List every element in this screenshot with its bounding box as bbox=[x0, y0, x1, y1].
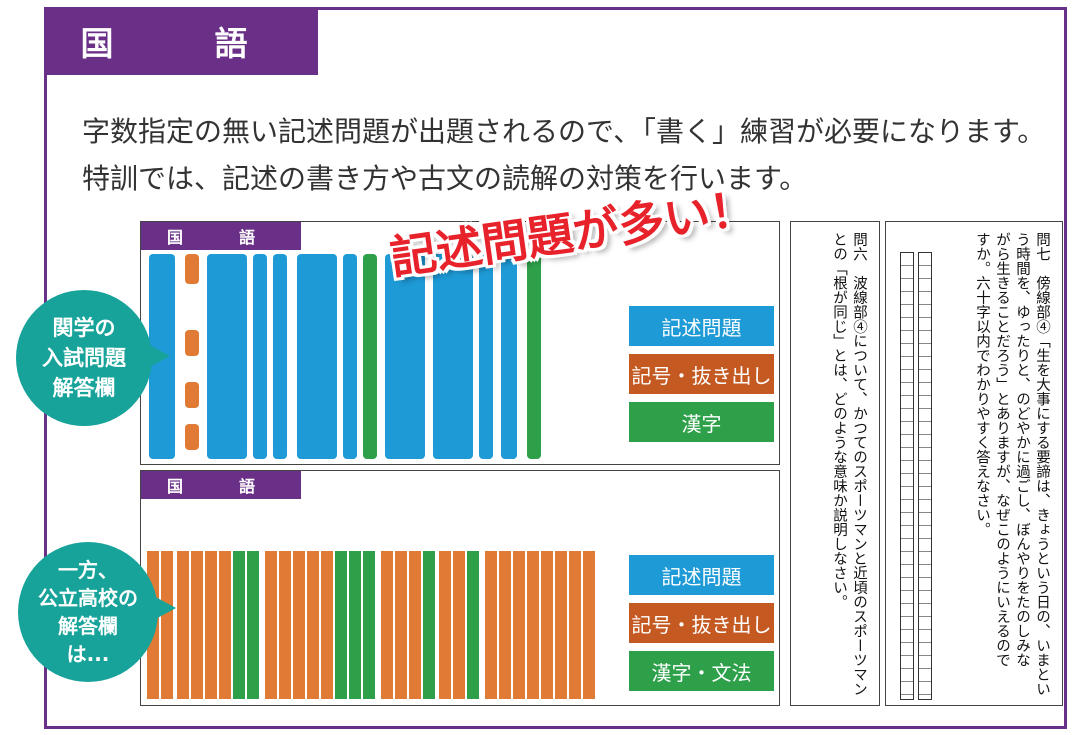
answer-column bbox=[233, 551, 245, 699]
kangaku-callout-text: 関学の 入試問題 解答欄 bbox=[42, 316, 126, 400]
answer-column bbox=[385, 254, 425, 459]
answer-column bbox=[569, 551, 581, 699]
answer-column bbox=[273, 254, 287, 459]
answer-column bbox=[363, 254, 377, 459]
answer-column bbox=[527, 254, 541, 459]
answer-column bbox=[555, 551, 567, 699]
answer-column bbox=[485, 551, 497, 699]
answer-column bbox=[185, 254, 199, 284]
answer-column bbox=[513, 551, 525, 699]
sheet-top-tab: 国 語 bbox=[141, 222, 301, 250]
answer-column bbox=[541, 551, 553, 699]
answer-column bbox=[307, 551, 319, 699]
answer-column bbox=[499, 551, 511, 699]
question-7-text: 問七 傍線部④「生を大事にする要諦は、きょうという日の、いまとい う時間を、ゆっ… bbox=[974, 232, 1050, 696]
answer-column bbox=[219, 551, 231, 699]
kangaku-answer-sheet: 国 語 記述問題 記号・抜き出し 漢字 bbox=[140, 221, 780, 465]
sheet-bottom-tab: 国 語 bbox=[141, 471, 301, 499]
answer-column bbox=[343, 254, 357, 459]
public-answer-sheet: 国 語 記述問題 記号・抜き出し 漢字・文法 bbox=[140, 470, 780, 706]
subject-title: 国 語 bbox=[44, 7, 318, 75]
answer-column bbox=[279, 551, 291, 699]
answer-column bbox=[433, 254, 473, 459]
answer-column bbox=[161, 551, 173, 699]
answer-column bbox=[335, 551, 347, 699]
answer-column bbox=[247, 551, 259, 699]
answer-column bbox=[439, 551, 451, 699]
legend-descriptive: 記述問題 bbox=[629, 306, 774, 346]
answer-column bbox=[453, 551, 465, 699]
legend-symbol-extract: 記号・抜き出し bbox=[629, 603, 774, 643]
answer-column bbox=[177, 551, 189, 699]
answer-column bbox=[185, 424, 199, 450]
answer-column bbox=[409, 551, 421, 699]
answer-column bbox=[321, 551, 333, 699]
answer-column bbox=[423, 551, 435, 699]
answer-grid-column bbox=[918, 252, 932, 700]
public-school-callout: 一方、 公立高校の 解答欄 は... bbox=[18, 542, 176, 682]
callout-tail bbox=[150, 594, 176, 622]
answer-column bbox=[297, 254, 337, 459]
question-7-paper: 問七 傍線部④「生を大事にする要諦は、きょうという日の、いまとい う時間を、ゆっ… bbox=[885, 221, 1063, 706]
callout-tail bbox=[144, 342, 170, 370]
answer-column bbox=[265, 551, 277, 699]
legend-kanji: 漢字 bbox=[629, 402, 774, 442]
answer-column bbox=[185, 330, 199, 356]
answer-column bbox=[381, 551, 393, 699]
answer-column bbox=[467, 551, 479, 699]
answer-column bbox=[185, 382, 199, 408]
legend-kanji-grammar: 漢字・文法 bbox=[629, 651, 774, 691]
answer-column bbox=[501, 254, 517, 459]
answer-column bbox=[363, 551, 375, 699]
answer-column bbox=[205, 551, 217, 699]
legend-descriptive: 記述問題 bbox=[629, 555, 774, 595]
intro-line-2: 特訓では、記述の書き方や古文の読解の対策を行います。 bbox=[82, 162, 808, 195]
legend-symbol-extract: 記号・抜き出し bbox=[629, 354, 774, 394]
answer-column bbox=[253, 254, 267, 459]
answer-column bbox=[349, 551, 361, 699]
answer-column bbox=[583, 551, 595, 699]
answer-column bbox=[207, 254, 247, 459]
answer-column bbox=[395, 551, 407, 699]
intro-line-1: 字数指定の無い記述問題が出題されるので､「書く」練習が必要になります。 bbox=[82, 115, 1046, 148]
question-6-paper: 問六 波線部④について、かつてのスポーツマンと近頃のスポーツマン との「根が同じ… bbox=[790, 221, 880, 706]
answer-column bbox=[479, 254, 493, 459]
question-6-text: 問六 波線部④について、かつてのスポーツマンと近頃のスポーツマン との「根が同じ… bbox=[831, 232, 867, 696]
answer-column bbox=[527, 551, 539, 699]
answer-column bbox=[293, 551, 305, 699]
answer-grid-column bbox=[900, 252, 914, 700]
answer-column bbox=[191, 551, 203, 699]
kangaku-callout: 関学の 入試問題 解答欄 bbox=[16, 290, 170, 426]
public-school-callout-text: 一方、 公立高校の 解答欄 は... bbox=[38, 558, 138, 666]
